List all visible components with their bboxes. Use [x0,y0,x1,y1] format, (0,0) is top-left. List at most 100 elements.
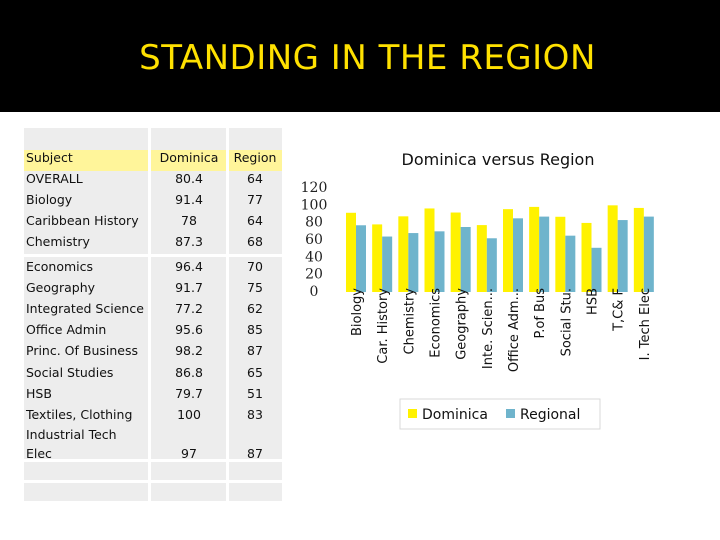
table-cell-region: 87 [247,343,263,358]
bar-regional [565,235,576,292]
standings-table: Subject Dominica Region OVERALL 80.4 64 … [24,128,282,504]
table-cell-region: 85 [247,322,263,337]
bar-dominica [529,206,540,292]
column-divider [226,128,229,504]
bar-dominica [476,225,487,292]
bar-dominica [424,208,435,292]
bar-dominica [450,212,461,292]
bar-regional [356,225,366,292]
row-divider [24,480,282,483]
bar-regional [382,236,393,292]
table-cell-region: 68 [247,234,263,249]
x-tick-label: T,C& F [612,288,627,332]
legend-label-dominica: Dominica [422,407,488,423]
bar-regional [617,220,628,292]
table-cell-subject: Office Admin [26,322,107,337]
table-cell-dominica: 91.7 [175,280,203,295]
legend-swatch-dominica [408,409,417,418]
bar-chart: Dominica versus Region 120 100 80 60 40 20 0 Bio… [290,128,720,540]
table-cell-subject: HSB [26,386,52,401]
bar-regional [643,216,654,292]
table-cell-subject: Princ. Of Business [26,343,139,358]
bar-dominica [607,205,618,292]
table-cell-subject: OVERALL [26,171,83,186]
x-tick-label: P.of Bus [533,288,548,339]
row-divider [24,254,282,257]
table-cell-subject: Social Studies [26,365,114,380]
table-cell-subject: Economics [26,259,94,274]
y-tick-label: 40 [305,249,323,265]
table-cell-region: 64 [247,171,263,186]
table-cell-subject: Integrated Science [26,301,144,316]
bar-dominica [398,216,409,292]
column-divider [148,128,151,504]
bar-regional [434,231,445,292]
slide-title: STANDING IN THE REGION [139,38,596,78]
table-cell-dominica: 78 [181,213,197,228]
table-header-dominica: Dominica [159,150,219,165]
bar-regional [539,216,550,292]
row-divider [24,459,282,462]
table-cell-dominica: 98.2 [175,343,203,358]
table-cell-dominica: 96.4 [175,259,203,274]
x-tick-label: Office Adm... [507,288,522,372]
bar-regional [513,218,523,292]
table-cell-region: 64 [247,213,263,228]
table-cell-region: 83 [247,407,263,422]
bar-dominica [581,222,592,292]
y-tick-label: 20 [305,267,323,283]
table-cell-dominica: 80.4 [175,171,203,186]
x-tick-label: Geography [455,288,470,360]
bar-dominica [503,209,513,292]
bar-dominica [555,216,566,292]
x-tick-label: Economics [429,288,444,358]
table-cell-dominica: 91.4 [175,192,203,207]
table-cell-region: 77 [247,192,263,207]
overall-row-highlight [24,150,282,171]
chart-title: Dominica versus Region [402,150,595,169]
table-cell-dominica: 77.2 [175,301,203,316]
y-tick-label: 80 [305,215,323,231]
table-cell-dominica: 97 [181,446,197,461]
table-cell-region: 62 [247,301,263,316]
table-header-subject: Subject [26,150,73,165]
table-cell-subject: Biology [26,192,73,207]
y-tick-label: 60 [305,232,323,248]
x-tick-label: HSB [586,288,601,315]
table-cell-subject: Chemistry [26,234,90,249]
legend-label-regional: Regional [520,407,580,423]
table-cell-region: 87 [247,446,263,461]
x-tick-label: I. Tech Elec [638,288,653,360]
table-cell-region: 51 [247,386,263,401]
legend-swatch-regional [506,409,515,418]
bar-regional [408,233,419,292]
row-divider [24,501,282,504]
bar-regional [591,247,602,292]
y-tick-label: 120 [301,180,328,196]
bar-regional [486,238,497,292]
table-cell-dominica: 95.6 [175,322,203,337]
bar-dominica [633,207,644,292]
x-tick-label: Biology [350,288,365,336]
table-cell-dominica: 100 [177,407,201,422]
table-cell-dominica: 86.8 [175,365,203,380]
table-cell-subject: Caribbean History [26,213,139,228]
table-cell-subject: Geography [26,280,96,295]
table-cell-dominica: 79.7 [175,386,203,401]
x-tick-label: Chemistry [402,288,417,355]
bar-regional [460,227,471,292]
table-cell-subject: Textiles, Clothing [26,407,133,422]
y-tick-label: 100 [301,197,328,213]
x-tick-label: Inte. Scien... [481,288,496,369]
legend-box [399,398,601,430]
bar-dominica [372,224,383,292]
table-cell-region: 65 [247,365,263,380]
x-tick-label: Car. History [376,288,391,364]
table-header-region: Region [233,150,277,165]
x-tick-label: Social Stu. [559,288,574,356]
bar-dominica [346,212,356,292]
table-cell-region: 75 [247,280,263,295]
table-cell-dominica: 87.3 [175,234,203,249]
table-cell-region: 70 [247,259,263,274]
